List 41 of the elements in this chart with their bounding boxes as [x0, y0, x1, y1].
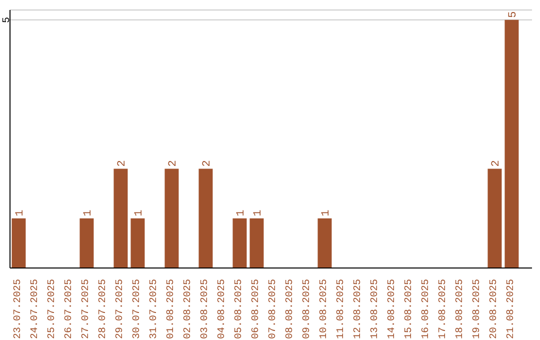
x-tick-label: 03.08.2025	[200, 279, 211, 340]
x-tick-label: 10.08.2025	[319, 279, 330, 340]
x-tick-label: 23.07.2025	[13, 279, 24, 340]
x-tick-label: 09.08.2025	[302, 279, 313, 340]
data-label: 1	[134, 209, 146, 216]
x-tick-label: 21.08.2025	[506, 279, 517, 340]
data-label: 2	[116, 160, 129, 167]
x-tick-label: 24.07.2025	[30, 279, 41, 340]
x-tick-label: 20.08.2025	[489, 279, 500, 340]
x-tick-label: 16.08.2025	[421, 279, 432, 340]
x-tick-label: 12.08.2025	[353, 279, 364, 340]
data-label: 1	[236, 209, 248, 216]
x-tick-label: 06.08.2025	[251, 279, 262, 340]
data-label: 1	[14, 209, 27, 216]
x-tick-label: 07.08.2025	[268, 279, 279, 340]
x-tick-label: 28.07.2025	[98, 279, 109, 340]
x-tick-label: 01.08.2025	[166, 279, 177, 340]
data-label: 2	[168, 160, 180, 167]
data-label: 1	[252, 209, 265, 216]
x-tick-label: 17.08.2025	[438, 279, 449, 340]
data-label: 2	[202, 160, 214, 167]
x-tick-label: 13.08.2025	[370, 279, 381, 340]
x-tick-label: 11.08.2025	[336, 279, 347, 340]
data-label: 5	[508, 11, 520, 18]
x-tick-label: 08.08.2025	[285, 279, 296, 340]
x-tick-label: 27.07.2025	[81, 279, 92, 340]
x-tick-label: 19.08.2025	[472, 279, 483, 340]
x-tick-label: 30.07.2025	[132, 279, 143, 340]
x-tick-label: 15.08.2025	[404, 279, 415, 340]
data-label: 1	[82, 209, 95, 216]
x-tick-label: 05.08.2025	[234, 279, 245, 340]
x-tick-label: 18.08.2025	[455, 279, 466, 340]
data-label: 2	[490, 160, 503, 167]
x-tick-label: 31.07.2025	[149, 279, 160, 340]
x-tick-label: 04.08.2025	[217, 279, 228, 340]
x-tick-label: 25.07.2025	[47, 279, 58, 340]
x-tick-label: 02.08.2025	[183, 279, 194, 340]
x-tick-label: 14.08.2025	[387, 279, 398, 340]
data-label: 1	[320, 209, 333, 216]
x-tick-label: 26.07.2025	[64, 279, 75, 340]
x-tick-label: 29.07.2025	[115, 279, 126, 340]
